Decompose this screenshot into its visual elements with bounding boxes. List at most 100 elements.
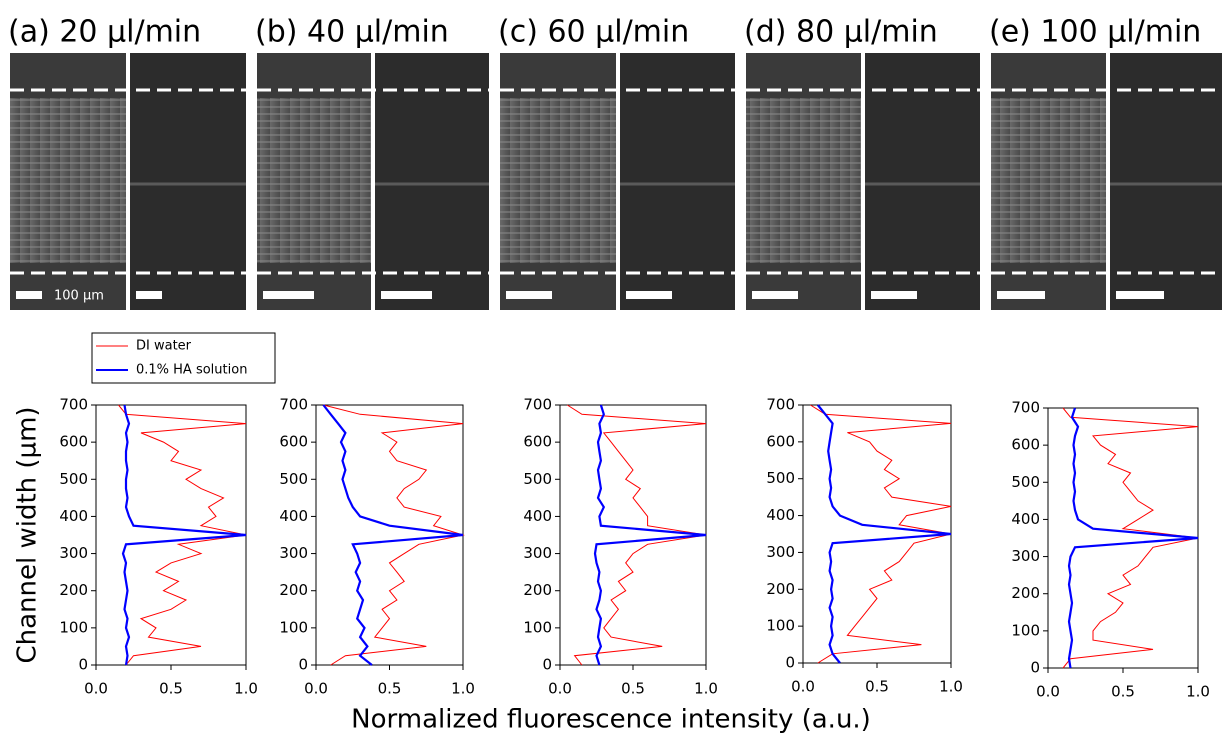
y-tick-label: 100 bbox=[766, 617, 795, 635]
y-tick-label: 300 bbox=[523, 544, 552, 562]
channel-region bbox=[746, 98, 861, 263]
y-tick-label: 0 bbox=[785, 654, 795, 672]
scale-bar bbox=[263, 291, 314, 299]
scale-bar bbox=[752, 291, 798, 299]
y-tick-label: 700 bbox=[279, 396, 308, 414]
micrograph-image bbox=[1110, 53, 1222, 310]
x-tick-label: 0.0 bbox=[1036, 683, 1060, 701]
y-axis-label: Channel width (µm) bbox=[13, 406, 43, 663]
y-tick-label: 500 bbox=[523, 470, 552, 488]
y-tick-label: 500 bbox=[59, 470, 88, 488]
y-tick-label: 100 bbox=[59, 618, 88, 636]
y-tick-label: 600 bbox=[279, 433, 308, 451]
scale-bar bbox=[381, 291, 432, 299]
y-tick-label: 700 bbox=[766, 396, 795, 414]
panel-label: (b) 40 µl/min bbox=[255, 15, 449, 50]
micrograph-image bbox=[620, 53, 735, 310]
micrograph-image bbox=[375, 53, 489, 310]
y-tick-label: 600 bbox=[1011, 436, 1040, 454]
y-tick-label: 200 bbox=[59, 581, 88, 599]
channel-region bbox=[257, 98, 371, 263]
y-tick-label: 500 bbox=[766, 469, 795, 487]
scale-bar bbox=[16, 291, 42, 299]
micrograph-image bbox=[130, 53, 246, 310]
y-tick-label: 500 bbox=[1011, 473, 1040, 491]
y-tick-label: 200 bbox=[766, 580, 795, 598]
y-tick-label: 400 bbox=[1011, 510, 1040, 528]
plot-frame bbox=[315, 404, 464, 666]
scale-bar bbox=[871, 291, 917, 299]
plot-frame bbox=[559, 404, 707, 666]
scale-bar-label: 100 µm bbox=[54, 289, 104, 304]
x-tick-label: 1.0 bbox=[939, 678, 963, 696]
scale-bar bbox=[997, 291, 1045, 299]
x-tick-label: 0.0 bbox=[791, 678, 815, 696]
y-tick-label: 100 bbox=[279, 618, 308, 636]
y-tick-label: 200 bbox=[1011, 584, 1040, 602]
x-tick-label: 1.0 bbox=[234, 680, 258, 698]
legend-label: DI water bbox=[136, 339, 192, 354]
profile-line bbox=[118, 404, 247, 666]
y-tick-label: 700 bbox=[523, 396, 552, 414]
x-tick-label: 1.0 bbox=[1186, 683, 1210, 701]
y-tick-label: 0 bbox=[298, 656, 308, 674]
y-tick-label: 300 bbox=[279, 544, 308, 562]
x-tick-label: 1.0 bbox=[694, 680, 718, 698]
panel-label: (a) 20 µl/min bbox=[8, 15, 201, 50]
profile-line bbox=[567, 404, 707, 666]
x-tick-label: 0.5 bbox=[865, 678, 889, 696]
x-tick-label: 0.5 bbox=[378, 680, 402, 698]
x-tick-label: 1.0 bbox=[451, 680, 475, 698]
channel-region bbox=[500, 98, 616, 263]
x-tick-label: 0.5 bbox=[621, 680, 645, 698]
y-tick-label: 400 bbox=[766, 506, 795, 524]
y-tick-label: 300 bbox=[1011, 547, 1040, 565]
scale-bar bbox=[626, 291, 672, 299]
y-tick-label: 200 bbox=[279, 581, 308, 599]
scale-bar bbox=[1116, 291, 1164, 299]
profile-line bbox=[1062, 407, 1199, 669]
panel-label: (d) 80 µl/min bbox=[744, 15, 938, 50]
plot-frame bbox=[802, 404, 952, 664]
profile-line bbox=[1067, 407, 1199, 669]
plot-frame bbox=[95, 404, 247, 666]
profile-line bbox=[322, 404, 464, 666]
y-tick-label: 400 bbox=[523, 507, 552, 525]
y-tick-label: 200 bbox=[523, 581, 552, 599]
legend-box bbox=[91, 332, 276, 384]
profile-line bbox=[323, 404, 465, 666]
y-tick-label: 100 bbox=[523, 618, 552, 636]
x-tick-label: 0.5 bbox=[159, 680, 183, 698]
profile-line bbox=[121, 404, 247, 666]
y-tick-label: 400 bbox=[59, 507, 88, 525]
micrograph-image bbox=[865, 53, 980, 310]
profile-line bbox=[816, 404, 952, 664]
scale-bar bbox=[506, 291, 552, 299]
y-tick-label: 600 bbox=[766, 432, 795, 450]
y-tick-label: 0 bbox=[542, 656, 552, 674]
x-tick-label: 0.0 bbox=[84, 680, 108, 698]
y-tick-label: 100 bbox=[1011, 621, 1040, 639]
panel-label: (c) 60 µl/min bbox=[498, 15, 689, 50]
channel-region bbox=[10, 98, 126, 263]
y-tick-label: 0 bbox=[1030, 659, 1040, 677]
x-tick-label: 0.5 bbox=[1111, 683, 1135, 701]
y-tick-label: 600 bbox=[59, 433, 88, 451]
y-tick-label: 500 bbox=[279, 470, 308, 488]
y-tick-label: 300 bbox=[766, 543, 795, 561]
channel-region bbox=[991, 98, 1106, 263]
y-tick-label: 400 bbox=[279, 507, 308, 525]
panel-label: (e) 100 µl/min bbox=[989, 15, 1201, 50]
y-tick-label: 700 bbox=[1011, 399, 1040, 417]
profile-line bbox=[593, 404, 707, 666]
y-tick-label: 600 bbox=[523, 433, 552, 451]
x-axis-label: Normalized fluorescence intensity (a.u.) bbox=[351, 705, 871, 735]
y-tick-label: 700 bbox=[59, 396, 88, 414]
x-tick-label: 0.0 bbox=[548, 680, 572, 698]
x-tick-label: 0.0 bbox=[304, 680, 328, 698]
y-tick-label: 300 bbox=[59, 544, 88, 562]
y-tick-label: 0 bbox=[78, 656, 88, 674]
legend-label: 0.1% HA solution bbox=[136, 363, 247, 378]
scale-bar bbox=[136, 291, 162, 299]
